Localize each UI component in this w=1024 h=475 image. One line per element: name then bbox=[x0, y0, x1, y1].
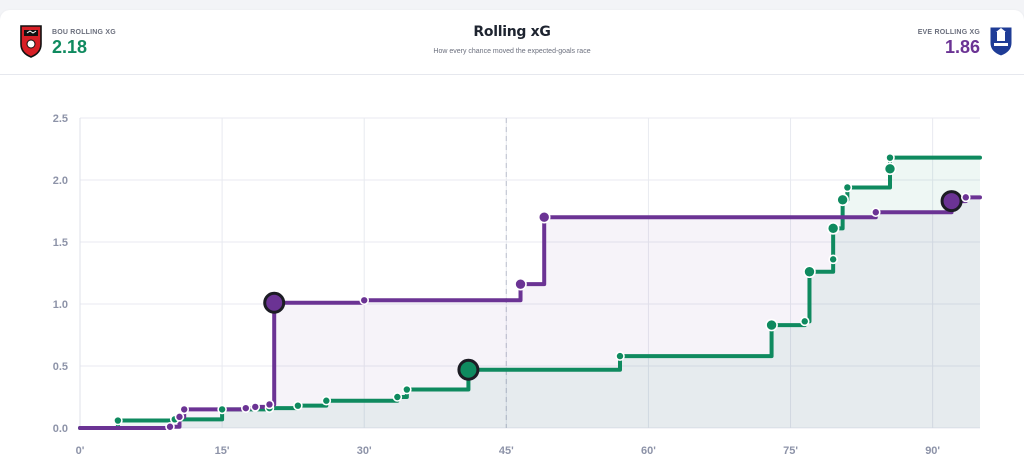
page-title: Rolling xG bbox=[473, 24, 551, 40]
eve-goal-marker bbox=[263, 291, 286, 314]
bou-shot-marker bbox=[293, 400, 303, 411]
eve-shot-marker bbox=[359, 295, 370, 306]
bou-shot-marker bbox=[883, 162, 897, 176]
bou-shot-marker bbox=[842, 182, 853, 193]
x-tick-label: 0' bbox=[76, 445, 85, 457]
x-tick-label: 15' bbox=[215, 445, 230, 457]
away-team-summary: EVE ROLLING XG 1.86 bbox=[918, 24, 1014, 58]
bou-shot-marker bbox=[402, 384, 412, 395]
x-tick-label: 90' bbox=[925, 445, 940, 457]
eve-shot-marker bbox=[870, 207, 881, 218]
eve-shot-marker bbox=[537, 210, 551, 224]
eve-shot-marker bbox=[250, 402, 261, 412]
bou-shot-marker bbox=[826, 222, 840, 235]
bou-shot-marker bbox=[836, 193, 849, 207]
home-xg-value: 2.18 bbox=[52, 37, 88, 57]
away-xg-label: EVE ROLLING XG bbox=[917, 29, 980, 36]
bou-shot-marker bbox=[113, 415, 123, 426]
bournemouth-crest-icon bbox=[20, 25, 42, 58]
x-tick-label: 60' bbox=[641, 445, 656, 457]
rolling-xg-card: BOU ROLLING XG 2.18 Rolling xG How every… bbox=[0, 10, 1024, 475]
away-xg-value: 1.86 bbox=[944, 37, 980, 57]
y-tick-label: 1.0 bbox=[53, 299, 68, 311]
eve-shot-marker bbox=[240, 403, 251, 413]
bou-area bbox=[80, 157, 980, 428]
home-team-summary: BOU ROLLING XG 2.18 bbox=[18, 24, 116, 58]
bou-shot-marker bbox=[885, 152, 895, 163]
y-tick-label: 1.5 bbox=[53, 237, 68, 249]
x-tick-label: 30' bbox=[357, 445, 372, 457]
bou-shot-marker bbox=[828, 254, 838, 265]
y-tick-label: 0.5 bbox=[53, 361, 68, 373]
x-tick-label: 45' bbox=[499, 445, 514, 457]
y-tick-label: 0.0 bbox=[53, 423, 68, 435]
x-tick-label: 75' bbox=[783, 445, 798, 457]
bou-shot-marker bbox=[803, 265, 816, 279]
eve-shot-marker bbox=[514, 277, 527, 291]
page-subtitle: How every chance moved the expected-goal… bbox=[433, 48, 591, 55]
eve-shot-marker bbox=[960, 192, 971, 203]
y-tick-label: 2.5 bbox=[53, 113, 68, 125]
bou-shot-marker bbox=[615, 351, 625, 361]
everton-crest-icon bbox=[989, 26, 1013, 57]
home-xg-label: BOU ROLLING XG bbox=[52, 29, 116, 36]
title-block: Rolling xG How every chance moved the ex… bbox=[312, 24, 712, 55]
bou-goal-marker bbox=[457, 358, 480, 381]
eve-goal-marker bbox=[940, 190, 963, 213]
eve-shot-marker bbox=[165, 421, 175, 432]
bou-shot-marker bbox=[321, 395, 332, 406]
header: BOU ROLLING XG 2.18 Rolling xG How every… bbox=[0, 10, 1024, 75]
eve-shot-marker bbox=[264, 399, 275, 410]
bou-shot-marker bbox=[392, 392, 403, 402]
eve-shot-marker bbox=[174, 412, 185, 422]
bou-shot-marker bbox=[217, 404, 227, 415]
eve-area bbox=[80, 197, 980, 428]
bou-shot-marker bbox=[799, 316, 810, 327]
eve-shot-marker bbox=[179, 404, 190, 415]
rolling-xg-chart: 0.0 0.5 1.0 1.5 2.0 2.5 0' 15' 30' 45' 60' 75' 90' bbox=[53, 113, 982, 457]
y-tick-label: 2.0 bbox=[53, 175, 68, 187]
bou-shot-marker bbox=[765, 318, 778, 332]
